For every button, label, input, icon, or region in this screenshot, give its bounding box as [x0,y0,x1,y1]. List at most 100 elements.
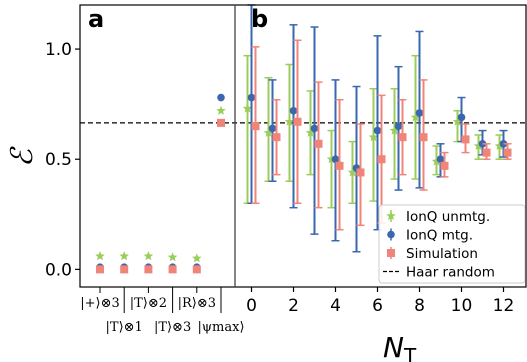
ionq-mtg-marker-8 [415,109,424,117]
ionq-mtg-point-b-10 [457,96,466,143]
axes: 0.0 0.5 1.0 0 2 4 6 8 10 12 |+⟩⊗3 |T⟩⊗1 |T⟩⊗2 |T⟩⊗3 |R… [45,4,527,335]
ionq-unmtg-point-b-9 [431,145,442,176]
ionq-unmtg-point-a-1 [119,251,129,261]
ionq-unmtg-marker-3 [305,127,316,137]
ionq-unmtg-marker-2 [284,116,295,126]
simulation-point-b-0 [251,46,260,205]
simulation-point-a-2 [144,265,153,274]
ionq-mtg-point-b-4 [331,79,340,242]
x-tick-label-3: 6 [372,296,383,316]
simulation-point-a-0 [96,265,104,274]
ionq-mtg-point-a-5 [217,93,225,102]
ionq-mtg-marker-3 [310,124,319,133]
legend-label-0: IonQ unmtg. [406,209,490,225]
plot-area [80,4,526,274]
category-label-4: |R⟩⊗3 [178,296,216,311]
simulation-point-b-8 [419,79,428,191]
legend-box [378,204,526,284]
legend-item-3: Haar random [383,265,495,281]
simulation-point-a-5 [217,118,225,127]
legend: IonQ unmtg. IonQ mtg. Simulation Haar rando… [378,204,526,284]
x-tick-label-5: 10 [451,296,473,316]
ionq-mtg-marker-6 [373,126,382,135]
ionq-unmtg-marker-6 [368,132,379,142]
ionq-unmtg-point-b-2 [284,63,295,182]
simulation-marker-12 [503,148,512,157]
simulation-point-b-7 [398,98,407,176]
ionq-unmtg-point-b-7 [389,87,400,180]
ionq-unmtg-point-a-0 [95,251,105,261]
ionq-unmtg-point-a-2 [143,251,154,261]
y-tick-label-0: 0.0 [45,260,72,280]
simulation-point-b-12 [503,143,512,160]
ionq-unmtg-marker-9 [431,156,442,166]
legend-label-2: Simulation [406,246,478,262]
plot-frame [79,4,527,288]
ionq-unmtg-point-b-5 [347,140,358,205]
ionq-mtg-point-b-9 [436,143,445,178]
category-label-0: |+⟩⊗3 [80,296,120,311]
simulation-point-b-10 [461,123,470,154]
simulation-point-b-6 [377,94,386,224]
simulation-point-a-3 [168,265,177,274]
category-label-2: |T⟩⊗2 [130,296,167,311]
chart-labels: a b ℰ NT [5,5,417,362]
simulation-marker-7 [398,133,407,142]
simulation-marker-11 [482,148,491,157]
x-tick-label-0: 0 [246,296,257,316]
x-tick-label-1: 2 [288,296,299,316]
ionq-unmtg-point-a-5 [216,105,226,115]
x-axis-label-sub: T [403,344,417,362]
ionq-mtg-marker-10 [457,113,466,122]
ionq-unmtg-point-b-8 [410,54,421,180]
ionq-unmtg-marker-10 [452,116,463,126]
simulation-marker-6 [377,155,386,164]
x-tick-label-6: 12 [493,296,515,316]
ionq-unmtg-marker-11 [473,141,484,151]
simulation-point-b-2 [293,39,302,205]
ionq-mtg-point-b-2 [289,24,298,209]
legend-marker-0 [386,211,396,221]
x-axis-label-main: N [383,331,404,362]
legend-marker-2 [387,249,395,257]
simulation-marker-1 [272,133,281,142]
ionq-unmtg-marker-4 [326,154,337,164]
ionq-unmtg-point-b-12 [494,134,505,160]
simulation-marker-10 [461,135,470,144]
panel-a-label: a [88,5,104,33]
simulation-marker-8 [419,133,428,142]
simulation-marker-2 [293,117,302,126]
ionq-unmtg-point-b-6 [368,87,379,202]
simulation-point-b-3 [314,81,323,209]
ionq-unmtg-point-b-3 [305,90,316,176]
simulation-point-a-1 [120,265,129,274]
ionq-mtg-marker-1 [268,124,277,133]
ionq-mtg-point-b-7 [394,65,403,191]
ionq-unmtg-point-a-4 [192,253,202,263]
y-tick-label-1: 0.5 [45,150,72,170]
simulation-marker-0 [251,122,260,131]
legend-marker-1 [387,230,395,239]
simulation-point-b-9 [440,151,449,178]
simulation-marker-4 [335,161,344,170]
simulation-marker-3 [314,139,323,148]
ionq-unmtg-marker-7 [389,125,400,135]
legend-label-1: IonQ mtg. [406,228,473,244]
legend-item-0: IonQ unmtg. [386,209,490,225]
simulation-point-b-5 [356,123,365,227]
y-axis-label: ℰ [5,146,40,167]
category-label-5: |ψmax⟩ [197,320,244,335]
simulation-marker-9 [440,161,449,170]
ionq-unmtg-marker-0 [242,103,253,113]
ionq-mtg-point-b-8 [415,30,424,189]
legend-label-3: Haar random [406,265,495,281]
ionq-unmtg-marker-5 [347,167,358,177]
simulation-point-b-11 [482,143,491,160]
simulation-point-a-4 [192,265,201,274]
ionq-mtg-marker-4 [331,155,340,164]
ionq-mtg-marker-2 [289,106,298,115]
ionq-unmtg-point-b-4 [326,129,337,209]
ionq-mtg-point-b-3 [310,26,319,235]
ionq-unmtg-marker-8 [410,112,421,122]
ionq-mtg-marker-7 [394,122,403,130]
